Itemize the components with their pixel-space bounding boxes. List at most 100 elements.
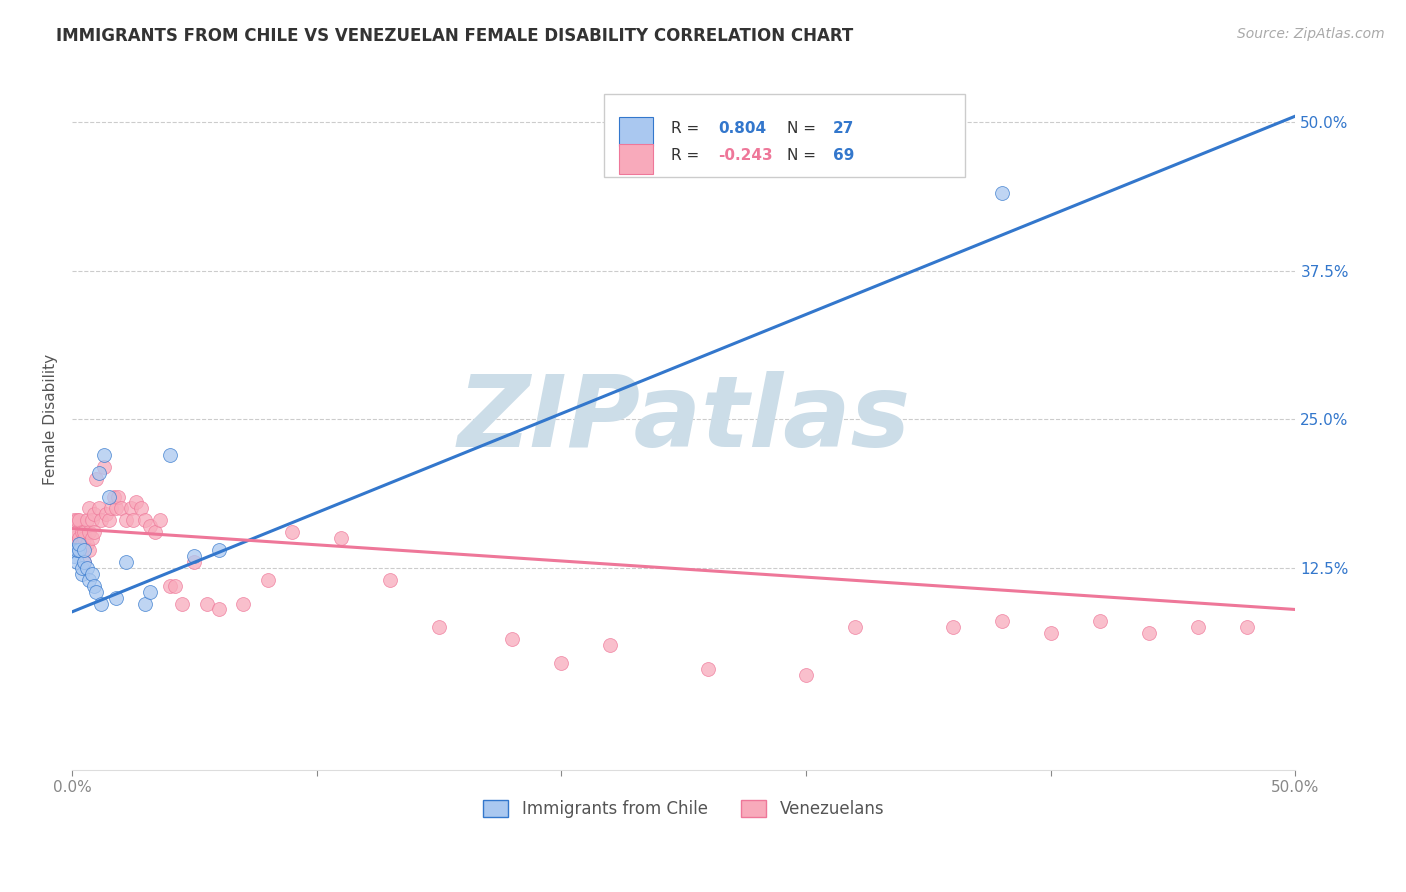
Point xyxy=(86,472,108,486)
Text: IMMIGRANTS FROM CHILE VS VENEZUELAN FEMALE DISABILITY CORRELATION CHART: IMMIGRANTS FROM CHILE VS VENEZUELAN FEMA… xyxy=(56,27,853,45)
Point xyxy=(232,597,254,611)
Point xyxy=(501,632,523,647)
Text: R =: R = xyxy=(672,148,704,163)
Point xyxy=(77,573,100,587)
Point xyxy=(378,573,401,587)
Point xyxy=(86,584,108,599)
Point xyxy=(70,566,93,581)
Point xyxy=(124,495,146,509)
Point xyxy=(195,597,218,611)
Text: Source: ZipAtlas.com: Source: ZipAtlas.com xyxy=(1237,27,1385,41)
Point xyxy=(991,186,1014,201)
Point xyxy=(159,579,181,593)
Point xyxy=(183,555,205,569)
Point xyxy=(115,555,138,569)
Point xyxy=(129,501,152,516)
Point xyxy=(70,525,93,540)
Point xyxy=(93,448,115,462)
Point xyxy=(83,579,105,593)
Point xyxy=(163,579,186,593)
Point xyxy=(66,513,89,527)
Point xyxy=(87,466,110,480)
Point xyxy=(134,597,156,611)
Point xyxy=(87,501,110,516)
Point xyxy=(76,513,98,527)
Point xyxy=(139,584,162,599)
Point xyxy=(281,525,304,540)
Point xyxy=(256,573,278,587)
Point xyxy=(172,597,194,611)
Point xyxy=(63,537,86,551)
Text: N =: N = xyxy=(786,148,820,163)
Point xyxy=(120,501,142,516)
Point xyxy=(844,620,866,634)
Point xyxy=(66,555,89,569)
Point xyxy=(66,537,89,551)
Point xyxy=(599,638,621,652)
Point xyxy=(63,543,86,558)
Point xyxy=(697,662,720,676)
Point xyxy=(105,591,128,605)
Point xyxy=(208,602,231,616)
Text: R =: R = xyxy=(672,120,704,136)
Point xyxy=(67,531,90,545)
Text: -0.243: -0.243 xyxy=(718,148,773,163)
Point xyxy=(1137,626,1160,640)
Point xyxy=(73,531,96,545)
Point xyxy=(70,543,93,558)
Y-axis label: Female Disability: Female Disability xyxy=(44,354,58,485)
Point xyxy=(105,501,128,516)
Point xyxy=(1088,615,1111,629)
Point xyxy=(134,513,156,527)
Point xyxy=(183,549,205,563)
Point xyxy=(115,513,138,527)
Point xyxy=(208,543,231,558)
Point xyxy=(103,490,125,504)
Point xyxy=(97,490,120,504)
Point xyxy=(149,513,172,527)
Point xyxy=(63,531,86,545)
FancyBboxPatch shape xyxy=(605,95,965,178)
Point xyxy=(63,513,86,527)
Bar xyxy=(619,145,654,174)
Point xyxy=(73,543,96,558)
Point xyxy=(73,555,96,569)
Point xyxy=(794,668,817,682)
Point xyxy=(122,513,145,527)
Text: 27: 27 xyxy=(832,120,855,136)
Point xyxy=(77,543,100,558)
Point xyxy=(90,597,112,611)
Point xyxy=(143,525,166,540)
Point xyxy=(66,525,89,540)
Point xyxy=(76,537,98,551)
Text: N =: N = xyxy=(786,120,820,136)
Point xyxy=(70,561,93,575)
Point xyxy=(550,656,572,670)
Point xyxy=(67,543,90,558)
Text: 0.804: 0.804 xyxy=(718,120,766,136)
Point xyxy=(1236,620,1258,634)
Point xyxy=(76,561,98,575)
Point xyxy=(63,549,86,563)
Legend: Immigrants from Chile, Venezuelans: Immigrants from Chile, Venezuelans xyxy=(477,793,891,825)
Point xyxy=(67,543,90,558)
Point xyxy=(83,508,105,522)
Point xyxy=(139,519,162,533)
Point xyxy=(80,513,103,527)
Point xyxy=(942,620,965,634)
Point xyxy=(107,490,129,504)
Point xyxy=(427,620,450,634)
Point xyxy=(1039,626,1062,640)
Point xyxy=(67,513,90,527)
Point xyxy=(83,525,105,540)
Point xyxy=(1187,620,1209,634)
Point xyxy=(96,508,118,522)
Point xyxy=(330,531,353,545)
Point xyxy=(70,537,93,551)
Point xyxy=(66,543,89,558)
Point xyxy=(73,555,96,569)
Point xyxy=(97,513,120,527)
Point xyxy=(77,525,100,540)
Point xyxy=(80,531,103,545)
Point xyxy=(100,501,122,516)
